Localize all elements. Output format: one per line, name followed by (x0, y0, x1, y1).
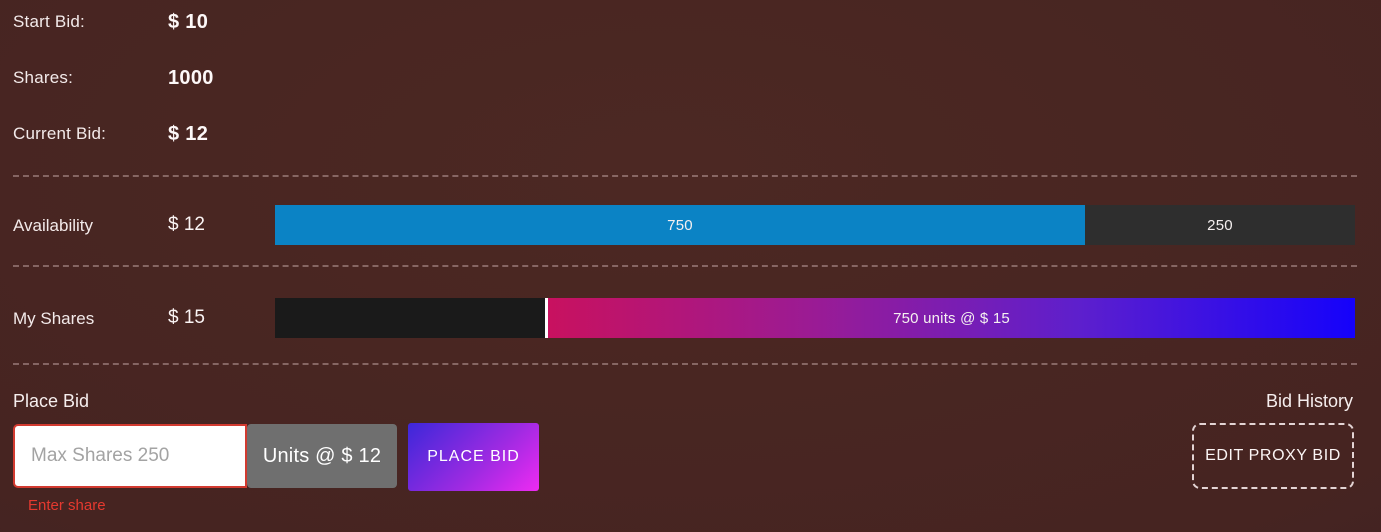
bid-history-title[interactable]: Bid History (1265, 391, 1353, 411)
start-bid-label: Start Bid: (13, 12, 85, 31)
my-shares-empty-segment (275, 298, 545, 338)
current-bid-value: $ 12 (168, 123, 209, 145)
my-shares-owned-label: 750 units @ $ 15 (893, 309, 1010, 327)
divider (13, 265, 1357, 267)
divider (13, 175, 1357, 177)
edit-proxy-bid-button[interactable]: EDIT PROXY BID (1192, 423, 1354, 489)
enter-share-error: Enter share (28, 497, 106, 514)
current-bid-label: Current Bid: (13, 124, 107, 143)
availability-price: $ 12 (168, 214, 205, 235)
shares-row: Shares: 1000 (0, 67, 1381, 90)
my-shares-separator (545, 298, 548, 338)
availability-label: Availability (13, 216, 94, 235)
place-bid-title: Place Bid (13, 391, 90, 411)
shares-label: Shares: (13, 68, 73, 87)
divider (13, 363, 1357, 365)
availability-available-units: 750 (667, 216, 693, 234)
availability-bar-taken-segment[interactable]: 250 (1085, 205, 1355, 245)
my-shares-label: My Shares (13, 309, 95, 328)
availability-bar: 750 250 (275, 205, 1355, 245)
place-bid-button-label: PLACE BID (427, 448, 520, 465)
start-bid-row: Start Bid: $ 10 (0, 11, 1381, 34)
availability-taken-units: 250 (1207, 216, 1233, 234)
my-shares-price: $ 15 (168, 307, 205, 328)
availability-bar-available-segment[interactable]: 750 (275, 205, 1085, 245)
shares-value: 1000 (168, 67, 214, 89)
units-price-box: Units @ $ 12 (247, 424, 397, 488)
start-bid-value: $ 10 (168, 11, 209, 33)
edit-proxy-bid-button-label: EDIT PROXY BID (1205, 447, 1341, 464)
units-price-label: Units @ $ 12 (262, 444, 382, 467)
my-shares-bar: 750 units @ $ 15 (275, 298, 1355, 338)
place-bid-button[interactable]: PLACE BID (408, 423, 539, 491)
max-shares-input[interactable] (13, 424, 247, 488)
current-bid-row: Current Bid: $ 12 (0, 123, 1381, 146)
my-shares-owned-segment[interactable]: 750 units @ $ 15 (548, 298, 1355, 338)
